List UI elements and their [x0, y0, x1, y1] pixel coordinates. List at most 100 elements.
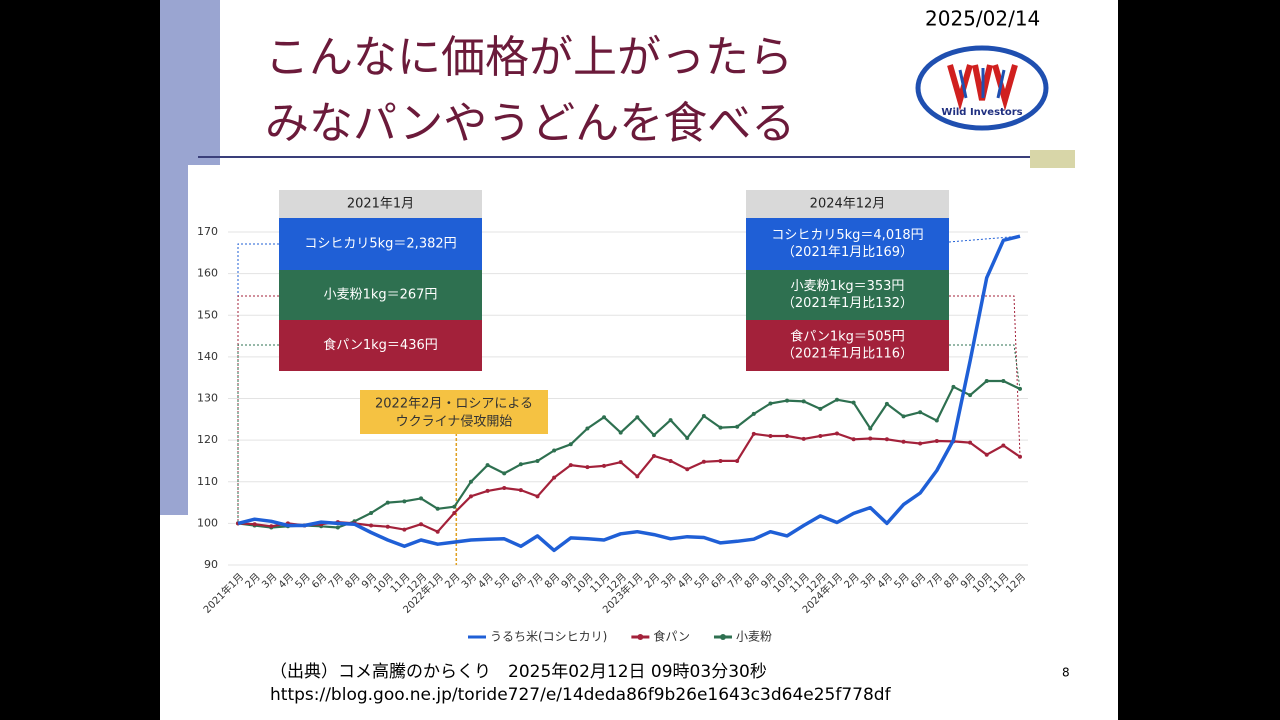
point — [968, 440, 973, 445]
point — [1018, 454, 1022, 459]
legend-marker — [637, 634, 644, 640]
point — [552, 448, 557, 453]
point — [435, 506, 440, 511]
series-line — [237, 379, 1021, 529]
point — [818, 433, 823, 438]
box-entry-text: （2021年1月比169） — [782, 245, 913, 260]
point — [868, 436, 873, 441]
box-entry-text: 小麦粉1kg＝353円 — [791, 279, 905, 294]
point — [385, 500, 390, 505]
y-tick-label: 110 — [197, 475, 218, 488]
point — [918, 441, 923, 446]
rule-box — [1030, 150, 1075, 168]
point — [419, 496, 424, 501]
point — [419, 522, 424, 527]
legend-label: 食パン — [653, 629, 690, 644]
box-entry-text: コシヒカリ5kg＝2,382円 — [304, 237, 456, 252]
connector — [949, 344, 1021, 389]
point — [785, 433, 790, 438]
callout-text: ウクライナ侵攻開始 — [396, 414, 513, 430]
point — [901, 439, 906, 444]
box-entry — [279, 320, 482, 371]
series-line — [237, 234, 1021, 553]
box-header-text: 2024年12月 — [810, 197, 886, 212]
point — [651, 433, 656, 438]
box-header — [746, 190, 949, 218]
box-entry — [279, 270, 482, 320]
title-line: みなパンやうどんを食べる — [265, 98, 795, 149]
box-entry — [746, 320, 949, 371]
point — [735, 424, 740, 429]
point — [402, 499, 407, 504]
point — [851, 400, 856, 405]
point — [485, 463, 490, 468]
point — [502, 485, 507, 490]
point — [452, 510, 457, 515]
point — [1018, 386, 1022, 391]
point — [884, 437, 889, 442]
point — [934, 418, 939, 423]
box-entry-text: 小麦粉1kg＝267円 — [324, 288, 438, 303]
y-tick-label: 120 — [197, 433, 218, 446]
series-line — [237, 432, 1021, 533]
point — [785, 398, 790, 403]
point — [685, 467, 690, 472]
y-tick-label: 100 — [197, 516, 218, 529]
point — [834, 431, 839, 436]
point — [951, 384, 956, 389]
source: （出典）コメ高騰のからくり 2025年02月12日 09時03分30秒 — [270, 662, 767, 682]
point — [585, 465, 590, 470]
point — [535, 458, 540, 463]
point — [668, 458, 673, 463]
point — [518, 462, 523, 467]
logo-mark — [958, 68, 1006, 99]
point — [868, 426, 873, 431]
point — [568, 442, 573, 447]
box-entry-text: 食パン1kg＝436円 — [323, 337, 438, 353]
box-header-text: 2021年1月 — [347, 197, 414, 212]
point — [485, 488, 490, 493]
point — [1001, 443, 1006, 448]
box-entry — [279, 218, 482, 270]
point — [435, 529, 440, 534]
point — [668, 418, 673, 423]
point — [751, 411, 756, 416]
y-tick-label: 150 — [197, 308, 218, 321]
y-tick-label: 160 — [197, 267, 218, 280]
point — [618, 460, 623, 465]
point — [984, 452, 989, 457]
point — [901, 414, 906, 419]
point — [369, 523, 374, 528]
point — [468, 494, 473, 499]
point — [252, 522, 257, 527]
point — [602, 463, 607, 468]
point — [768, 401, 773, 406]
point — [535, 494, 540, 499]
point — [385, 524, 390, 529]
point — [452, 504, 457, 509]
point — [834, 397, 839, 402]
point — [651, 453, 656, 458]
point — [718, 458, 723, 463]
point — [718, 425, 723, 430]
page-number: 8 — [1062, 666, 1070, 680]
point — [552, 475, 557, 480]
legend-label: 小麦粉 — [736, 630, 772, 644]
point — [635, 415, 640, 420]
connector — [237, 344, 279, 524]
legend-label: うるち米(コシヒカリ) — [490, 630, 607, 644]
point — [585, 426, 590, 431]
point — [968, 393, 973, 398]
point — [801, 399, 806, 404]
connector — [237, 243, 279, 524]
connector — [949, 295, 1021, 457]
y-tick-label: 130 — [197, 392, 218, 405]
callout-text: 2022年2月・ロシアによる — [375, 397, 533, 412]
connector — [237, 295, 279, 524]
box-entry-text: （2021年1月比116） — [782, 347, 913, 362]
callout-box — [360, 390, 548, 434]
point — [818, 406, 823, 411]
point — [984, 379, 989, 384]
